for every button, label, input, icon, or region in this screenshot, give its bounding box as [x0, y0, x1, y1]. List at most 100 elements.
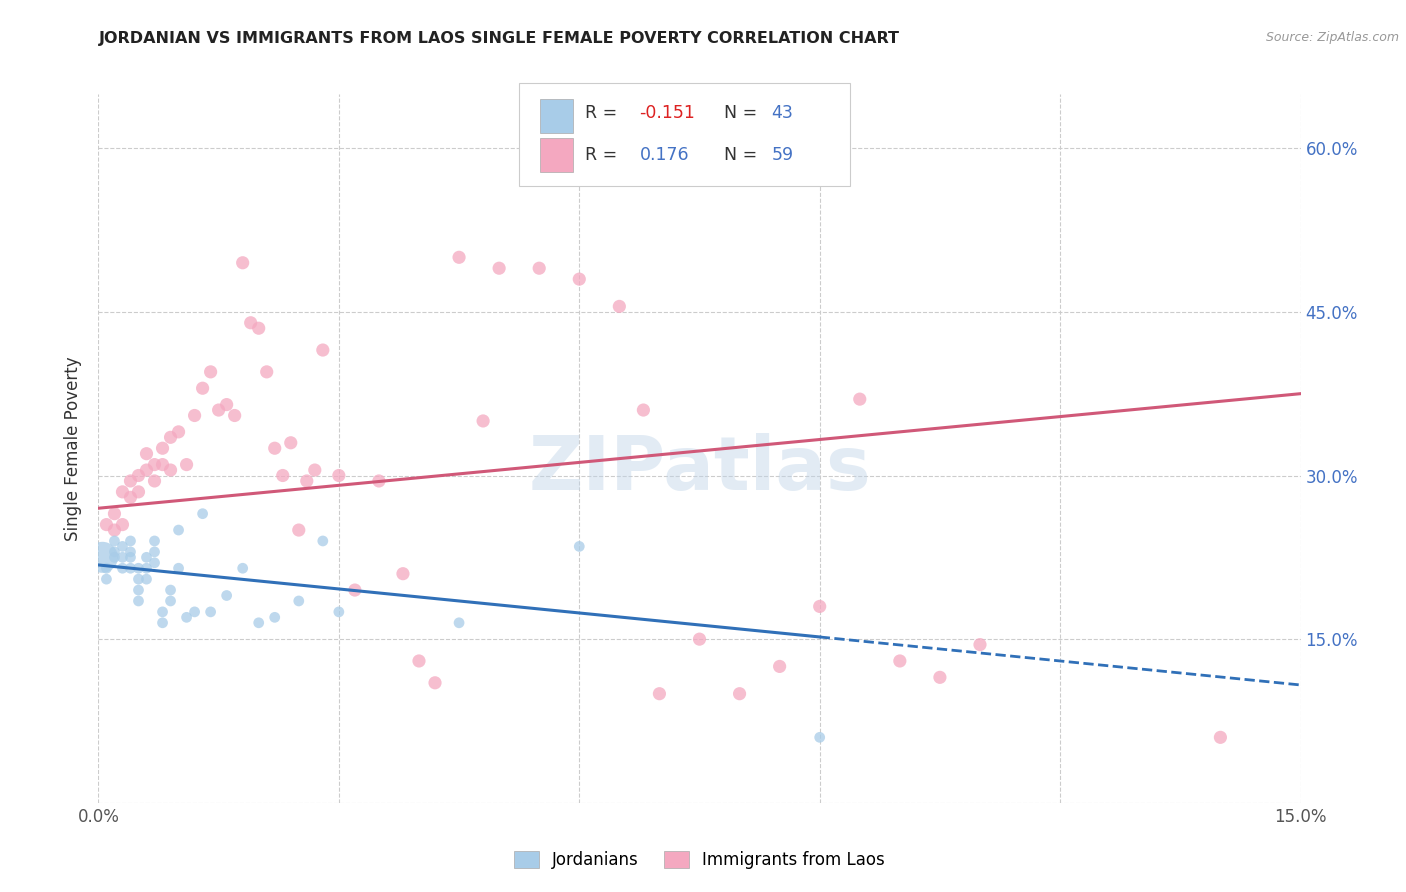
Point [472, 414, 495, 428]
Point [135, 447, 157, 461]
Point [143, 556, 166, 570]
Point [215, 398, 238, 412]
Point [423, 675, 446, 690]
Point [120, 545, 142, 559]
Point [183, 605, 205, 619]
Point [368, 474, 391, 488]
Point [247, 321, 270, 335]
Point [120, 533, 142, 548]
Point [152, 605, 174, 619]
Point [408, 654, 430, 668]
Point [183, 409, 205, 423]
Point [128, 594, 150, 608]
Point [191, 507, 214, 521]
FancyBboxPatch shape [540, 99, 574, 134]
Point [648, 687, 671, 701]
Point [239, 316, 262, 330]
Point [247, 615, 270, 630]
Point [232, 256, 254, 270]
Point [312, 343, 335, 357]
Point [111, 561, 134, 575]
Point [135, 561, 157, 575]
Point [159, 594, 181, 608]
Point [135, 572, 157, 586]
Point [152, 615, 174, 630]
Point [103, 507, 125, 521]
Point [152, 458, 174, 472]
Point [191, 381, 214, 395]
Text: R =: R = [585, 145, 617, 163]
Point [167, 425, 190, 439]
Text: -0.151: -0.151 [640, 103, 695, 122]
Point [128, 572, 150, 586]
Point [167, 523, 190, 537]
Point [929, 670, 952, 684]
Point [280, 435, 302, 450]
Point [969, 638, 991, 652]
Point [447, 250, 470, 264]
Text: ZIPatlas: ZIPatlas [529, 433, 870, 506]
Point [568, 540, 591, 554]
Point [312, 533, 335, 548]
Point [288, 594, 311, 608]
Point [232, 561, 254, 575]
Point [689, 632, 711, 647]
Point [120, 474, 142, 488]
Point [135, 463, 157, 477]
Legend: Jordanians, Immigrants from Laos: Jordanians, Immigrants from Laos [508, 845, 891, 876]
Point [176, 610, 198, 624]
Point [128, 561, 150, 575]
Point [143, 533, 166, 548]
Point [103, 545, 125, 559]
Point [96, 561, 118, 575]
Point [111, 540, 134, 554]
Point [91, 550, 114, 565]
Point [263, 442, 285, 456]
Point [447, 615, 470, 630]
Point [176, 458, 198, 472]
Point [488, 261, 510, 276]
Point [271, 468, 294, 483]
Point [609, 300, 631, 314]
Y-axis label: Single Female Poverty: Single Female Poverty [65, 356, 83, 541]
Text: Source: ZipAtlas.com: Source: ZipAtlas.com [1265, 31, 1399, 45]
Point [769, 659, 792, 673]
Point [808, 731, 831, 745]
Text: N =: N = [724, 145, 756, 163]
Point [256, 365, 278, 379]
Point [128, 484, 150, 499]
Point [568, 272, 591, 286]
Text: R =: R = [585, 103, 617, 122]
FancyBboxPatch shape [540, 137, 574, 171]
Point [295, 474, 318, 488]
Point [96, 517, 118, 532]
Text: 43: 43 [772, 103, 793, 122]
Point [808, 599, 831, 614]
Point [103, 550, 125, 565]
Point [288, 523, 311, 537]
FancyBboxPatch shape [519, 83, 849, 186]
Point [529, 261, 551, 276]
Point [263, 610, 285, 624]
Point [889, 654, 911, 668]
Point [167, 561, 190, 575]
Text: N =: N = [724, 103, 756, 122]
Point [103, 523, 125, 537]
Point [343, 583, 366, 598]
Point [111, 484, 134, 499]
Point [1209, 731, 1232, 745]
Point [103, 533, 125, 548]
Point [304, 463, 326, 477]
Text: JORDANIAN VS IMMIGRANTS FROM LAOS SINGLE FEMALE POVERTY CORRELATION CHART: JORDANIAN VS IMMIGRANTS FROM LAOS SINGLE… [98, 31, 900, 46]
Point [215, 589, 238, 603]
Point [328, 605, 350, 619]
Text: 59: 59 [772, 145, 794, 163]
Point [111, 517, 134, 532]
Point [159, 463, 181, 477]
Point [143, 545, 166, 559]
Text: 0.176: 0.176 [640, 145, 689, 163]
Point [328, 468, 350, 483]
Point [159, 583, 181, 598]
Point [728, 687, 751, 701]
Point [135, 550, 157, 565]
